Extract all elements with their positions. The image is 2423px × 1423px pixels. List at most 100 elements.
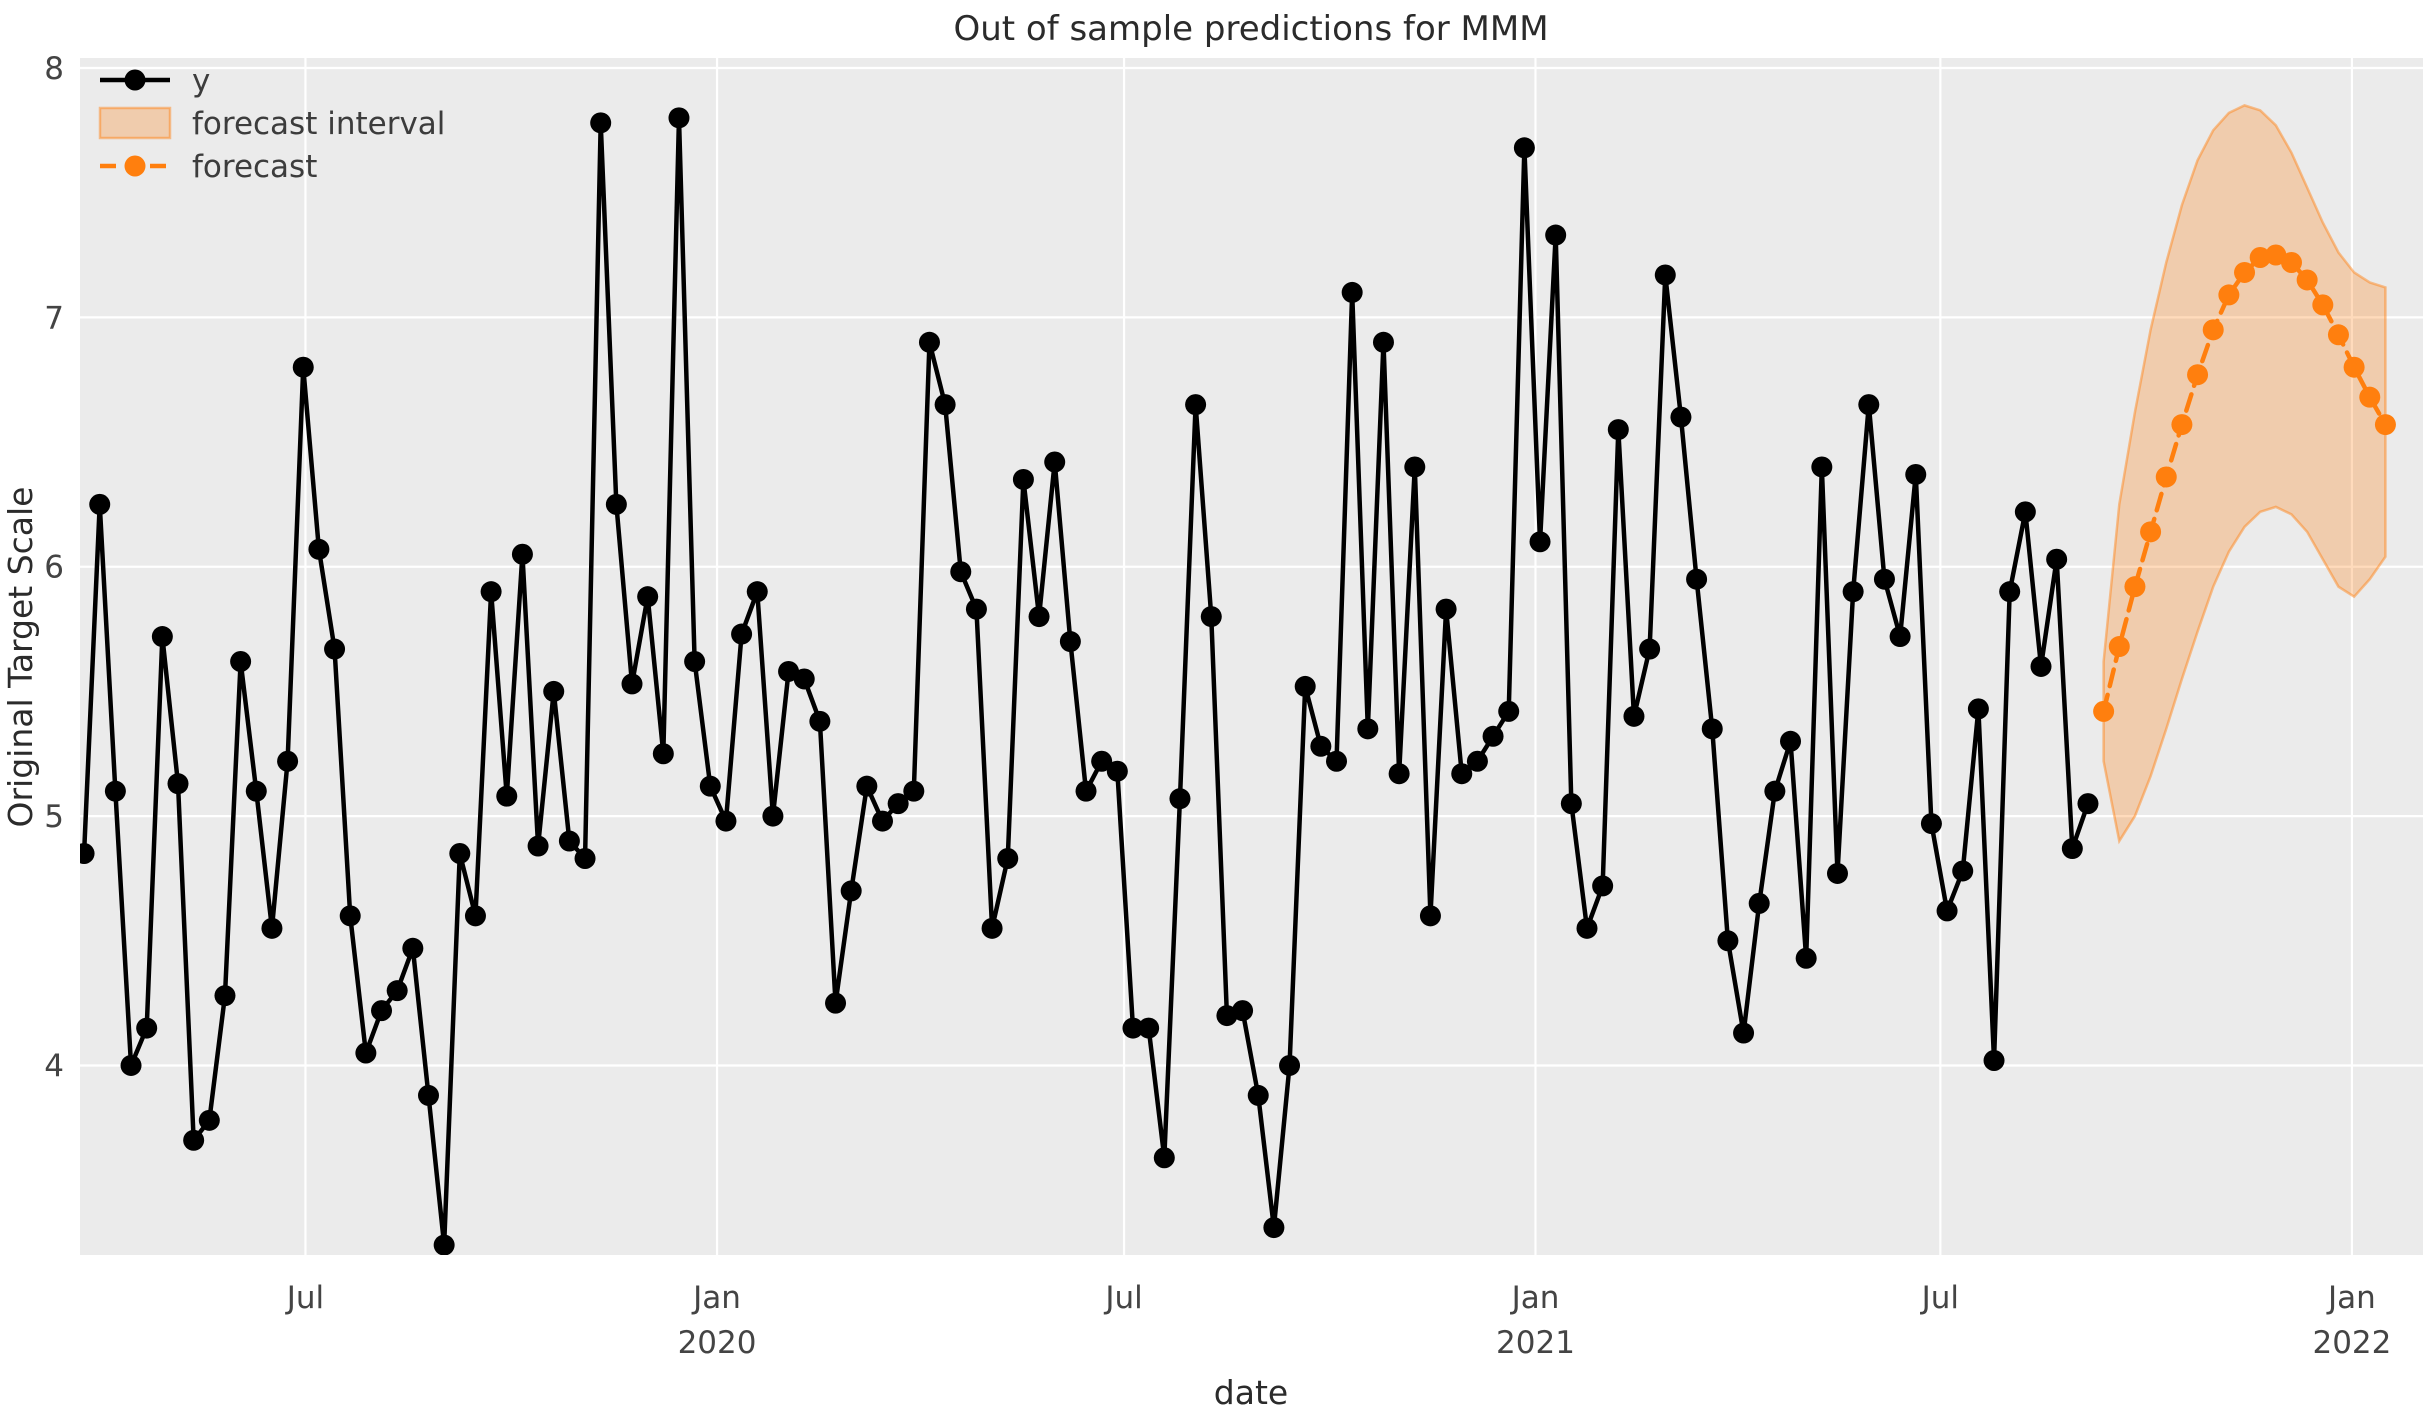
y-series-marker: [965, 598, 987, 620]
y-series-marker: [1326, 750, 1348, 772]
x-axis-label: date: [1214, 1373, 1288, 1412]
y-series-marker: [1592, 875, 1614, 897]
forecast-series-marker: [2265, 244, 2287, 266]
x-tick-year-label: 2021: [1496, 1325, 1575, 1361]
y-series-marker: [2046, 548, 2068, 570]
y-series-marker: [1075, 780, 1097, 802]
x-tick-year-label: 2020: [678, 1325, 757, 1361]
forecast-series-marker: [2296, 269, 2318, 291]
legend-label: forecast interval: [192, 106, 445, 142]
y-series-marker: [1372, 331, 1394, 353]
series-layer: [80, 104, 2396, 1255]
y-series-marker: [2077, 793, 2099, 815]
y-series-marker: [1889, 626, 1911, 648]
y-series-marker: [1357, 718, 1379, 740]
y-series-marker: [89, 493, 111, 515]
forecast-series-marker: [2343, 356, 2365, 378]
y-series-marker: [1466, 750, 1488, 772]
y-series-marker: [1138, 1017, 1160, 1039]
forecast-series-marker: [2359, 386, 2381, 408]
y-series-marker: [151, 626, 173, 648]
y-tick-label: 5: [44, 799, 64, 835]
y-series-marker: [762, 805, 784, 827]
y-series-marker: [1529, 531, 1551, 553]
forecast-series-marker: [2093, 700, 2115, 722]
y-series-marker: [277, 750, 299, 772]
y-series-marker: [1936, 900, 1958, 922]
y-series-marker: [1639, 638, 1661, 660]
y-series-marker: [856, 775, 878, 797]
legend-item-forecast: forecast: [100, 149, 317, 185]
x-tick-label: Jan: [1510, 1280, 1560, 1316]
y-series-marker: [245, 780, 267, 802]
y-axis-label: Original Target Scale: [1, 487, 40, 828]
y-series-marker: [1826, 862, 1848, 884]
y-series-marker: [214, 985, 236, 1007]
legend-label: forecast: [192, 149, 317, 185]
y-series-marker: [668, 107, 690, 129]
y-series-marker: [1905, 463, 1927, 485]
y-series-marker: [981, 917, 1003, 939]
y-series-marker: [918, 331, 940, 353]
y-tick-label: 6: [44, 550, 64, 586]
forecast-series-marker: [2187, 364, 2209, 386]
forecast-series-marker: [2202, 319, 2224, 341]
legend-patch-swatch: [98, 106, 172, 140]
y-series-marker: [1576, 917, 1598, 939]
y-series-marker: [793, 668, 815, 690]
x-tick-year-label: 2022: [2312, 1325, 2391, 1361]
y-series-marker: [1059, 631, 1081, 653]
y-series-marker: [1967, 698, 1989, 720]
x-tick-label: Jan: [2326, 1280, 2376, 1316]
y-series-marker: [1310, 735, 1332, 757]
y-series-marker: [198, 1109, 220, 1131]
y-series-marker: [1279, 1054, 1301, 1076]
y-series-marker: [1842, 581, 1864, 603]
y-series-marker: [1686, 568, 1708, 590]
forecast-series-marker: [2312, 294, 2334, 316]
y-series-marker: [558, 830, 580, 852]
y-series-marker: [1012, 468, 1034, 490]
y-series-marker: [464, 905, 486, 927]
y-series-marker: [1091, 750, 1113, 772]
forecast-series-marker: [2108, 636, 2130, 658]
x-tick-label: Jan: [691, 1280, 741, 1316]
y-series-marker: [715, 810, 737, 832]
y-series-marker: [1560, 793, 1582, 815]
y-series-marker: [1185, 394, 1207, 416]
y-series-marker: [1044, 451, 1066, 473]
y-series-marker: [825, 992, 847, 1014]
y-series-marker: [339, 905, 361, 927]
legend-label: y: [192, 63, 210, 99]
forecast-series-marker: [2234, 261, 2256, 283]
y-series-marker: [402, 937, 424, 959]
y-series-marker: [104, 780, 126, 802]
y-series-marker: [605, 493, 627, 515]
y-series-marker: [417, 1084, 439, 1106]
y-series-marker: [652, 743, 674, 765]
y-series-marker: [371, 1000, 393, 1022]
y-series-marker: [621, 673, 643, 695]
y-series-marker: [872, 810, 894, 832]
forecast-series-marker: [2374, 414, 2396, 436]
y-series-marker: [731, 623, 753, 645]
y-series-marker: [1795, 947, 1817, 969]
y-series-marker: [80, 843, 95, 865]
y-series-marker: [1607, 419, 1629, 441]
y-series-marker: [543, 680, 565, 702]
forecast-series-marker: [2218, 284, 2240, 306]
y-series-marker: [887, 793, 909, 815]
y-series-marker: [308, 538, 330, 560]
y-series-marker: [1106, 760, 1128, 782]
y-series-marker: [261, 917, 283, 939]
forecast-series-marker: [2171, 414, 2193, 436]
y-series-marker: [1247, 1084, 1269, 1106]
y-series-marker: [1028, 606, 1050, 628]
y-series-marker: [1153, 1147, 1175, 1169]
y-series-marker: [1122, 1017, 1144, 1039]
y-series-marker: [574, 847, 596, 869]
y-series-marker: [1670, 406, 1692, 428]
y-series-marker: [1498, 700, 1520, 722]
y-tick-label: 7: [44, 300, 64, 336]
